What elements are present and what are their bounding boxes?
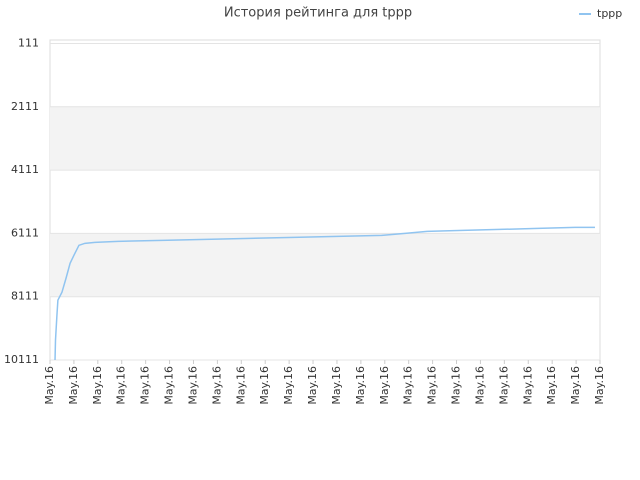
x-tick-label: May.16 — [450, 366, 463, 405]
x-tick-label: May.16 — [234, 366, 247, 405]
y-tick-label: 10111 — [4, 353, 39, 366]
x-tick-label: May.16 — [67, 366, 80, 405]
grid-band — [50, 106, 600, 171]
x-tick-label: May.16 — [258, 366, 271, 405]
x-tick-label: May.16 — [378, 366, 391, 405]
grid-band — [50, 233, 600, 297]
x-tick-label: May.16 — [210, 366, 223, 405]
x-tick-label: May.16 — [426, 366, 439, 405]
x-tick-label: May.16 — [91, 366, 104, 405]
x-tick-label: May.16 — [306, 366, 319, 405]
chart-title: История рейтинга для tppp — [224, 6, 412, 21]
y-tick-label: 2111 — [11, 100, 39, 113]
x-tick-label: May.16 — [497, 366, 510, 405]
x-tick-label: May.16 — [473, 366, 486, 405]
x-tick-label: May.16 — [139, 366, 152, 405]
y-tick-label: 111 — [18, 37, 39, 50]
x-tick-label: May.16 — [115, 366, 128, 405]
x-tick-label: May.16 — [569, 366, 582, 405]
x-tick-label: May.16 — [545, 366, 558, 405]
y-tick-label: 4111 — [11, 163, 39, 176]
x-tick-label: May.16 — [43, 366, 56, 405]
x-tick-label: May.16 — [186, 366, 199, 405]
x-tick-label: May.16 — [521, 366, 534, 405]
y-tick-label: 8111 — [11, 290, 39, 303]
plot-area — [49, 39, 601, 361]
legend-label: tppp — [597, 7, 622, 20]
x-tick-label: May.16 — [402, 366, 415, 405]
x-tick-label: May.16 — [330, 366, 343, 405]
x-tick-label: May.16 — [354, 366, 367, 405]
x-tick-label: May.16 — [163, 366, 176, 405]
x-tick-label: May.16 — [282, 366, 295, 405]
y-tick-label: 6111 — [11, 226, 39, 239]
line-series — [54, 226, 595, 361]
x-tick-label: May.16 — [593, 366, 606, 405]
